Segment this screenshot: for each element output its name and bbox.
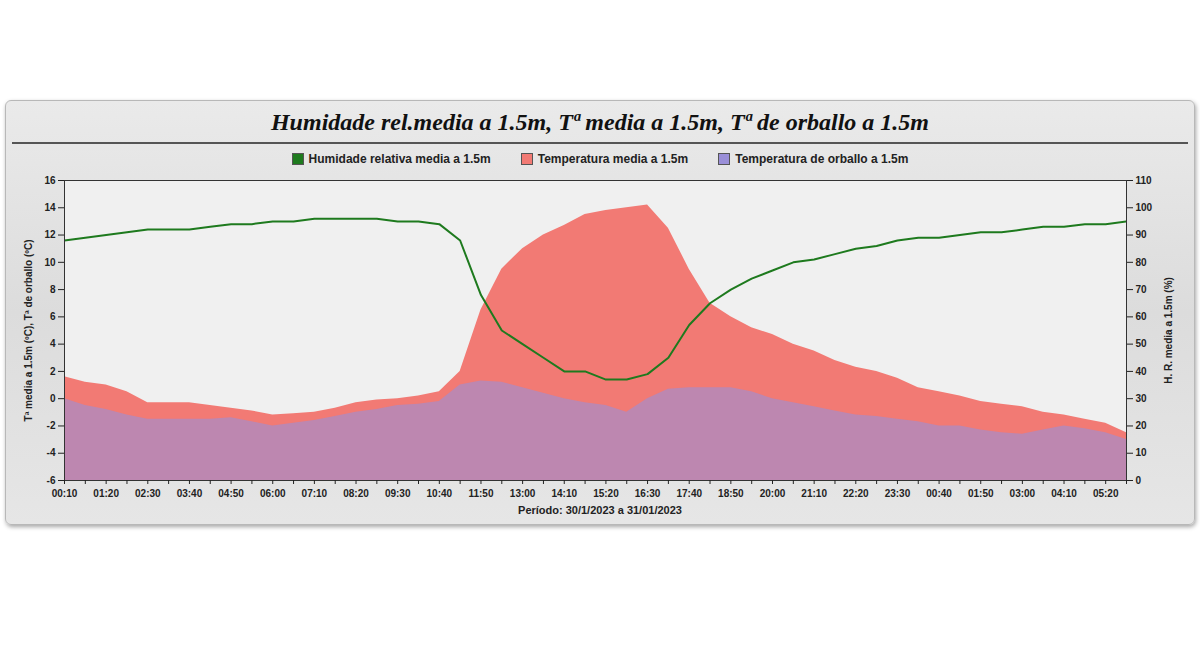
svg-text:90: 90	[1136, 229, 1148, 240]
svg-text:2: 2	[50, 366, 56, 377]
svg-text:10: 10	[1136, 447, 1148, 458]
svg-text:04:50: 04:50	[218, 488, 244, 499]
html-text:Humidade relativa media a 1.5m: Humidade relativa media a 1.5m	[308, 152, 491, 166]
svg-text:16:30: 16:30	[635, 488, 661, 499]
svg-text:03:40: 03:40	[177, 488, 203, 499]
svg-text:09:30: 09:30	[385, 488, 411, 499]
svg-text:00:40: 00:40	[926, 488, 952, 499]
svg-text:30: 30	[1136, 393, 1148, 404]
svg-text:20: 20	[1136, 420, 1148, 431]
svg-text:16: 16	[44, 175, 56, 186]
svg-text:0: 0	[50, 393, 56, 404]
html-text:Temperatura de orballo a 1.5m: Temperatura de orballo a 1.5m	[735, 152, 909, 166]
svg-text:23:30: 23:30	[885, 488, 911, 499]
svg-text:8: 8	[50, 284, 56, 295]
svg-text:20:00: 20:00	[760, 488, 786, 499]
svg-text:05:20: 05:20	[1093, 488, 1119, 499]
svg-text:4: 4	[50, 338, 56, 349]
svg-text:18:50: 18:50	[718, 488, 744, 499]
svg-text:0: 0	[1136, 475, 1142, 486]
svg-text:100: 100	[1136, 202, 1153, 213]
svg-text:01:20: 01:20	[93, 488, 119, 499]
svg-text:H. R. media a 1.5m (%): H. R. media a 1.5m (%)	[1163, 277, 1174, 384]
svg-text:110: 110	[1136, 175, 1153, 186]
svg-text:17:40: 17:40	[676, 488, 702, 499]
svg-text:03:00: 03:00	[1010, 488, 1036, 499]
html-text:Temperatura media a 1.5m: Temperatura media a 1.5m	[537, 152, 689, 166]
svg-text:04:10: 04:10	[1051, 488, 1077, 499]
svg-text:11:50: 11:50	[468, 488, 493, 499]
svg-text:07:10: 07:10	[302, 488, 328, 499]
svg-text:02:30: 02:30	[135, 488, 161, 499]
html-text:Período: 30/1/2023 a 31/01/202: Período: 30/1/2023 a 31/01/2023	[518, 504, 682, 516]
svg-text:-2: -2	[47, 420, 56, 431]
svg-text:14: 14	[44, 202, 56, 213]
svg-text:-6: -6	[47, 475, 56, 486]
svg-text:40: 40	[1136, 366, 1148, 377]
svg-text:-4: -4	[47, 447, 56, 458]
svg-text:6: 6	[50, 311, 56, 322]
svg-text:22:20: 22:20	[843, 488, 869, 499]
svg-text:08:20: 08:20	[343, 488, 369, 499]
svg-text:14:10: 14:10	[551, 488, 577, 499]
svg-text:15:20: 15:20	[593, 488, 619, 499]
svg-text:12: 12	[44, 229, 56, 240]
svg-text:13:00: 13:00	[510, 488, 536, 499]
html-text:Humidade rel.media a 1.5m, Tª: Humidade rel.media a 1.5m, Tª media a 1.…	[271, 109, 929, 135]
svg-text:50: 50	[1136, 338, 1148, 349]
svg-text:21:10: 21:10	[801, 488, 827, 499]
svg-text:Tª media a 1.5m (ºC), Tª de or: Tª media a 1.5m (ºC), Tª de orballo (ºC)	[23, 240, 34, 422]
svg-text:01:50: 01:50	[968, 488, 994, 499]
svg-text:10: 10	[44, 257, 56, 268]
svg-text:00:10: 00:10	[52, 488, 78, 499]
svg-text:06:00: 06:00	[260, 488, 286, 499]
svg-text:70: 70	[1136, 284, 1148, 295]
svg-text:80: 80	[1136, 257, 1148, 268]
svg-text:60: 60	[1136, 311, 1148, 322]
svg-text:10:40: 10:40	[427, 488, 453, 499]
